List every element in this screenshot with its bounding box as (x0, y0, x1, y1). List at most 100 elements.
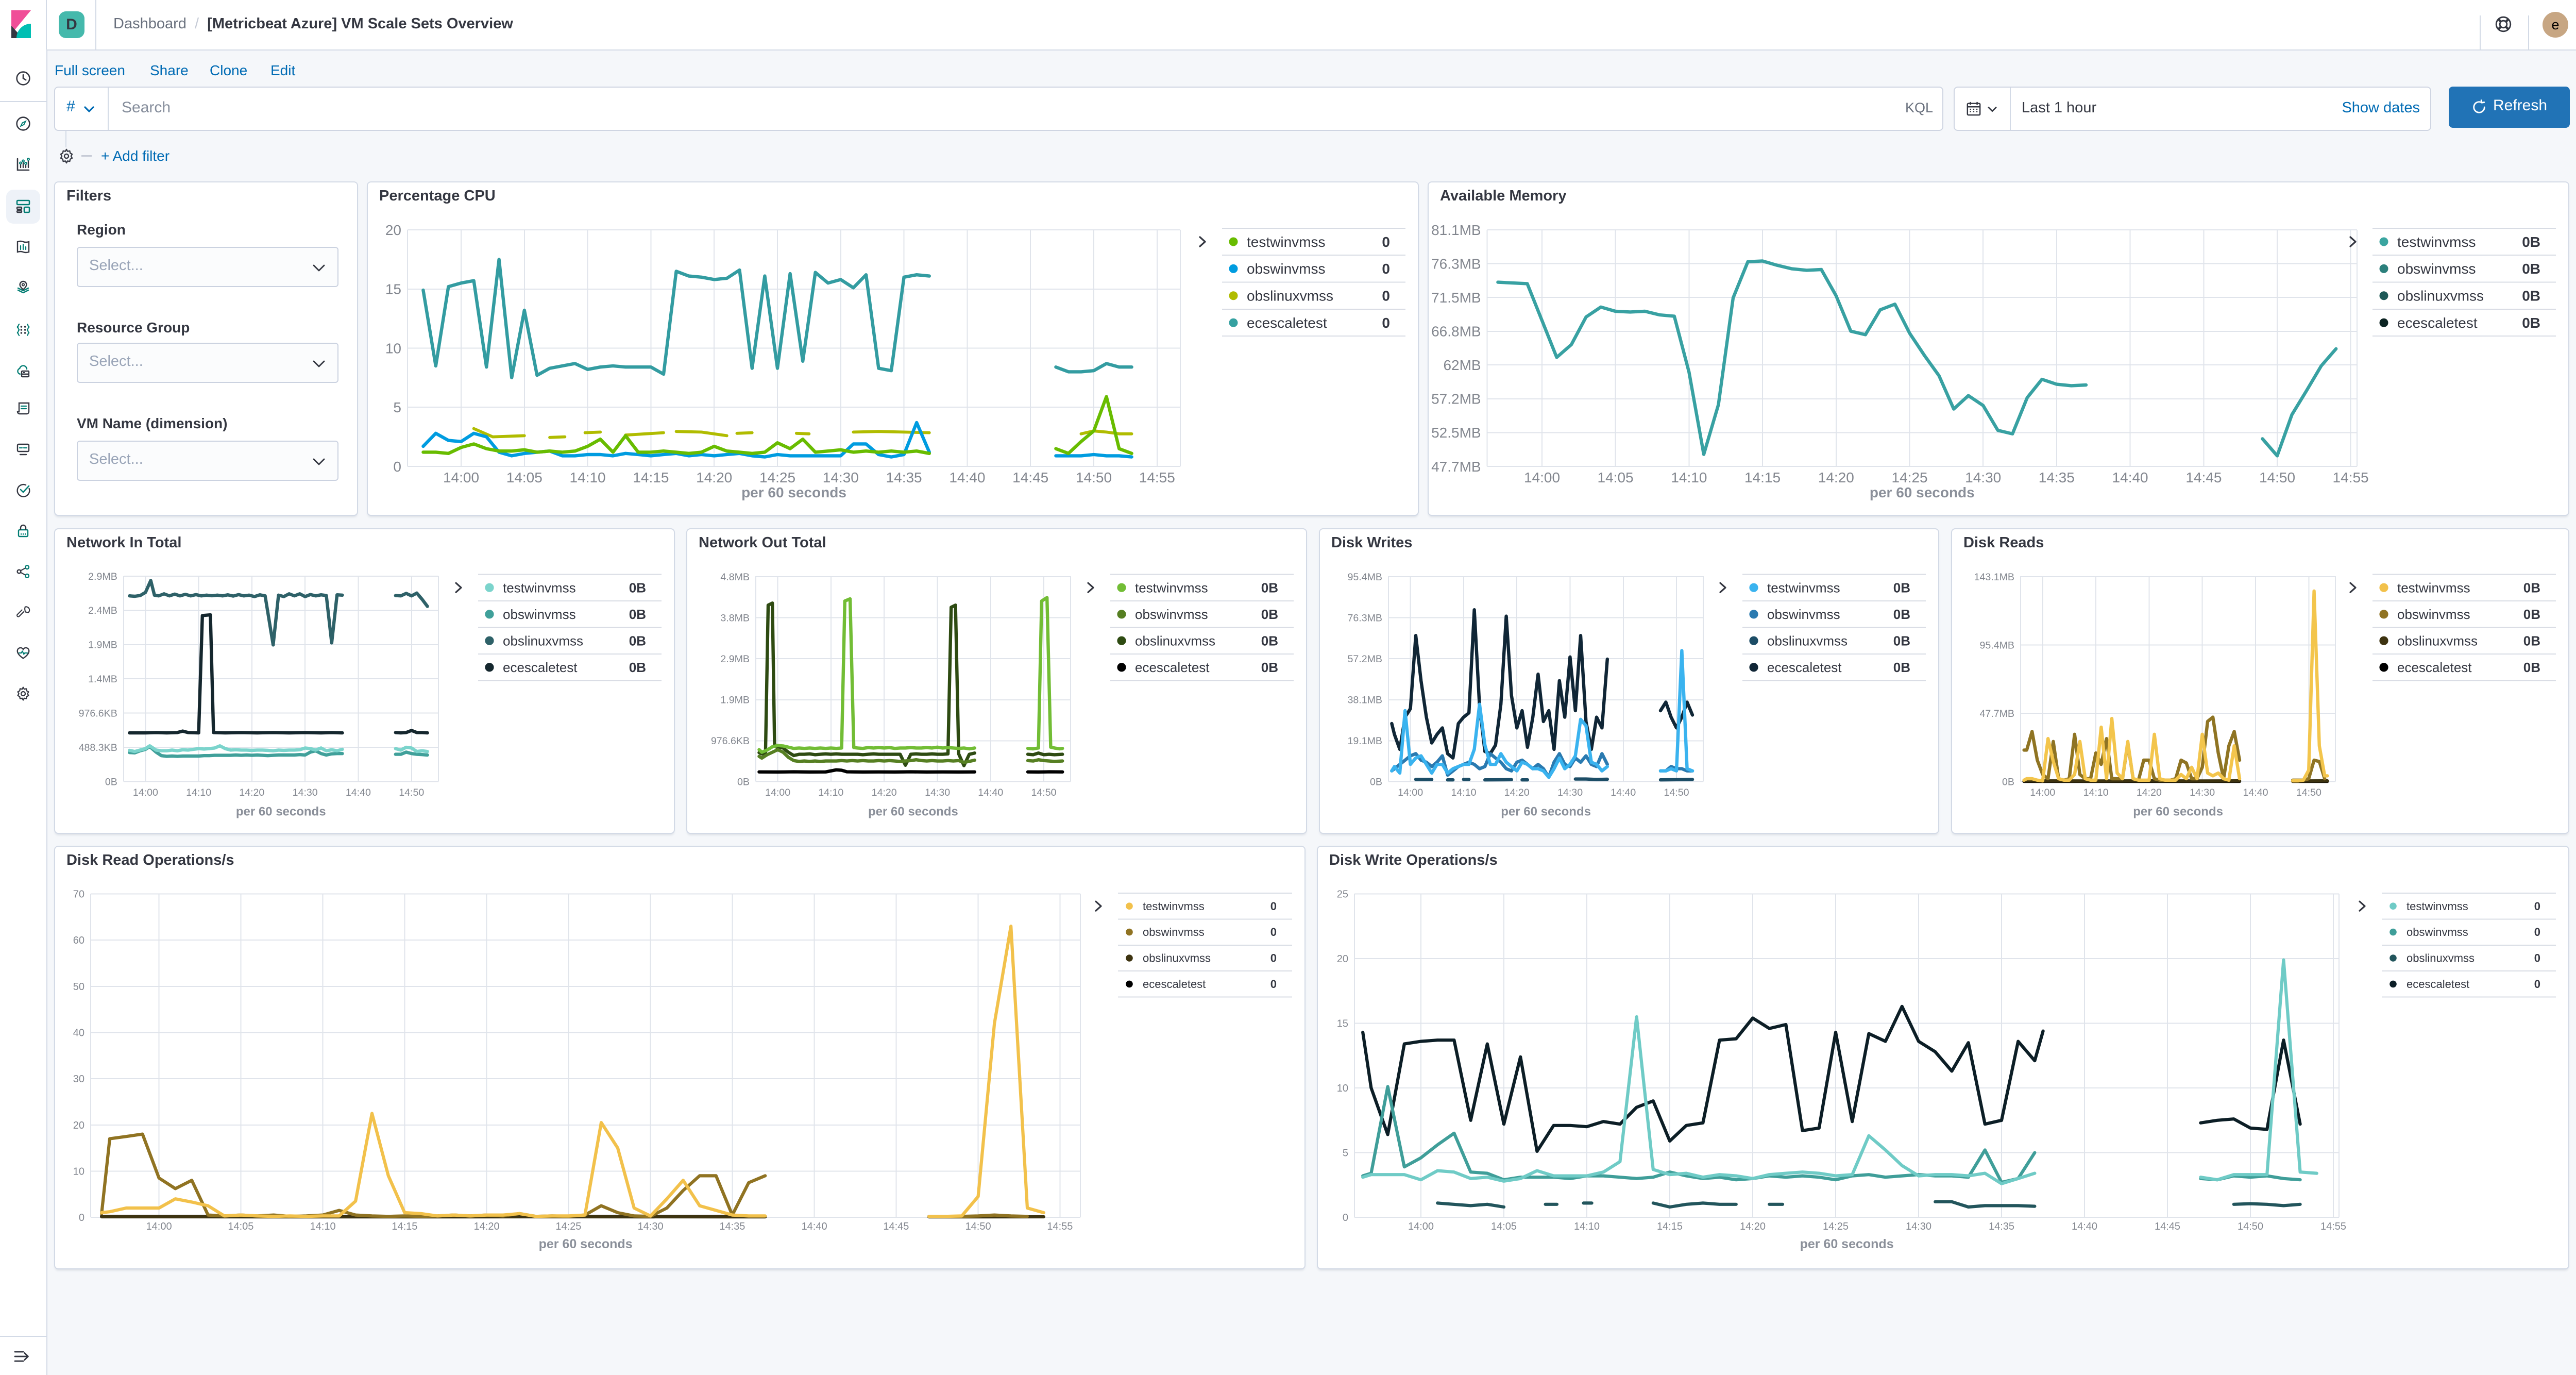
svg-text:0B: 0B (1261, 633, 1278, 648)
svg-text:ecescaletest: ecescaletest (503, 660, 578, 675)
svg-text:2.9MB: 2.9MB (720, 653, 750, 665)
svg-text:14:05: 14:05 (506, 469, 543, 485)
svg-text:14:40: 14:40 (2243, 787, 2268, 798)
svg-text:47.7MB: 47.7MB (1979, 708, 2014, 719)
svg-text:14:00: 14:00 (1524, 469, 1560, 485)
svg-text:0B: 0B (1261, 607, 1278, 622)
svg-text:95.4MB: 95.4MB (1347, 572, 1382, 583)
svg-text:14:50: 14:50 (2259, 469, 2295, 485)
svg-text:14:10: 14:10 (1574, 1221, 1600, 1232)
svg-text:14:20: 14:20 (1504, 787, 1530, 798)
svg-text:0: 0 (79, 1212, 84, 1223)
svg-text:0B: 0B (2523, 580, 2540, 595)
svg-text:0: 0 (2534, 926, 2540, 938)
svg-text:14:55: 14:55 (2320, 1221, 2346, 1232)
svg-text:testwinvmss: testwinvmss (2406, 900, 2468, 913)
svg-text:488.3KB: 488.3KB (79, 742, 117, 753)
svg-text:14:00: 14:00 (146, 1221, 172, 1232)
svg-text:0: 0 (1343, 1212, 1348, 1223)
svg-text:0B: 0B (2522, 261, 2540, 277)
svg-text:obslinuxvmss: obslinuxvmss (2406, 952, 2475, 965)
svg-text:57.2MB: 57.2MB (1347, 653, 1382, 665)
svg-text:per 60 seconds: per 60 seconds (1501, 804, 1591, 818)
svg-text:0: 0 (2534, 952, 2540, 965)
svg-text:obswinvmss: obswinvmss (2397, 261, 2476, 277)
svg-text:per 60 seconds: per 60 seconds (741, 484, 846, 500)
svg-text:obslinuxvmss: obslinuxvmss (503, 633, 583, 648)
svg-text:14:40: 14:40 (346, 787, 371, 798)
svg-text:0B: 0B (629, 633, 646, 648)
svg-text:obswinvmss: obswinvmss (1135, 607, 1208, 622)
svg-text:4.8MB: 4.8MB (720, 572, 750, 583)
svg-text:obslinuxvmss: obslinuxvmss (2397, 288, 2484, 304)
svg-text:14:50: 14:50 (1076, 469, 1112, 485)
svg-text:14:55: 14:55 (1047, 1221, 1073, 1232)
svg-text:14:20: 14:20 (1740, 1221, 1766, 1232)
svg-text:0B: 0B (1893, 633, 1910, 648)
svg-text:976.6KB: 976.6KB (79, 708, 117, 719)
svg-text:14:40: 14:40 (802, 1221, 827, 1232)
svg-text:14:05: 14:05 (228, 1221, 253, 1232)
svg-text:0: 0 (393, 459, 401, 475)
svg-text:14:50: 14:50 (2296, 787, 2321, 798)
svg-text:0B: 0B (105, 776, 117, 787)
svg-text:1.9MB: 1.9MB (88, 640, 117, 651)
svg-text:obswinvmss: obswinvmss (2397, 607, 2470, 622)
svg-text:0: 0 (1382, 288, 1390, 304)
svg-text:14:25: 14:25 (1892, 469, 1928, 485)
svg-text:14:20: 14:20 (872, 787, 897, 798)
svg-text:0: 0 (1270, 952, 1277, 965)
svg-text:obslinuxvmss: obslinuxvmss (1247, 288, 1333, 304)
svg-text:0: 0 (2534, 978, 2540, 991)
svg-text:0B: 0B (629, 660, 646, 675)
svg-text:0B: 0B (2523, 607, 2540, 622)
svg-text:0: 0 (1382, 261, 1390, 277)
svg-text:testwinvmss: testwinvmss (1247, 234, 1325, 250)
svg-text:15: 15 (385, 281, 401, 297)
svg-text:14:50: 14:50 (399, 787, 424, 798)
svg-text:0: 0 (1270, 978, 1277, 991)
svg-text:obslinuxvmss: obslinuxvmss (1135, 633, 1215, 648)
svg-text:ecescaletest: ecescaletest (1767, 660, 1842, 675)
svg-text:14:20: 14:20 (2137, 787, 2162, 798)
svg-text:14:35: 14:35 (886, 469, 922, 485)
svg-text:ecescaletest: ecescaletest (1143, 978, 1206, 991)
svg-text:70: 70 (73, 889, 84, 900)
svg-text:14:30: 14:30 (925, 787, 950, 798)
svg-text:76.3MB: 76.3MB (1431, 256, 1481, 272)
svg-text:14:00: 14:00 (1398, 787, 1423, 798)
svg-text:14:25: 14:25 (555, 1221, 581, 1232)
svg-text:testwinvmss: testwinvmss (2397, 234, 2476, 250)
svg-text:20: 20 (73, 1120, 84, 1131)
svg-text:976.6KB: 976.6KB (711, 735, 750, 747)
svg-text:ecescaletest: ecescaletest (2406, 978, 2469, 991)
svg-text:38.1MB: 38.1MB (1347, 695, 1382, 706)
svg-text:ecescaletest: ecescaletest (2397, 660, 2472, 675)
svg-text:per 60 seconds: per 60 seconds (236, 804, 326, 818)
svg-text:ecescaletest: ecescaletest (1135, 660, 1210, 675)
svg-text:0B: 0B (629, 607, 646, 622)
svg-text:obswinvmss: obswinvmss (2406, 926, 2468, 938)
svg-text:0B: 0B (737, 776, 750, 787)
svg-text:testwinvmss: testwinvmss (1143, 900, 1205, 913)
svg-text:14:10: 14:10 (570, 469, 606, 485)
svg-text:14:50: 14:50 (965, 1221, 991, 1232)
svg-text:143.1MB: 143.1MB (1974, 572, 2014, 583)
svg-text:per 60 seconds: per 60 seconds (868, 804, 958, 818)
svg-text:14:10: 14:10 (1451, 787, 1476, 798)
svg-text:2.4MB: 2.4MB (88, 605, 117, 616)
svg-text:0: 0 (2534, 900, 2540, 913)
svg-text:81.1MB: 81.1MB (1431, 222, 1481, 238)
svg-text:0B: 0B (2523, 633, 2540, 648)
svg-text:testwinvmss: testwinvmss (1767, 580, 1840, 595)
svg-text:40: 40 (73, 1028, 84, 1039)
svg-text:per 60 seconds: per 60 seconds (539, 1237, 633, 1251)
svg-text:14:30: 14:30 (1557, 787, 1583, 798)
svg-text:14:15: 14:15 (392, 1221, 417, 1232)
svg-text:per 60 seconds: per 60 seconds (1800, 1237, 1894, 1251)
svg-text:14:55: 14:55 (1139, 469, 1175, 485)
svg-text:14:25: 14:25 (759, 469, 795, 485)
svg-text:10: 10 (385, 340, 401, 356)
svg-text:14:35: 14:35 (2039, 469, 2075, 485)
svg-text:0B: 0B (1893, 607, 1910, 622)
